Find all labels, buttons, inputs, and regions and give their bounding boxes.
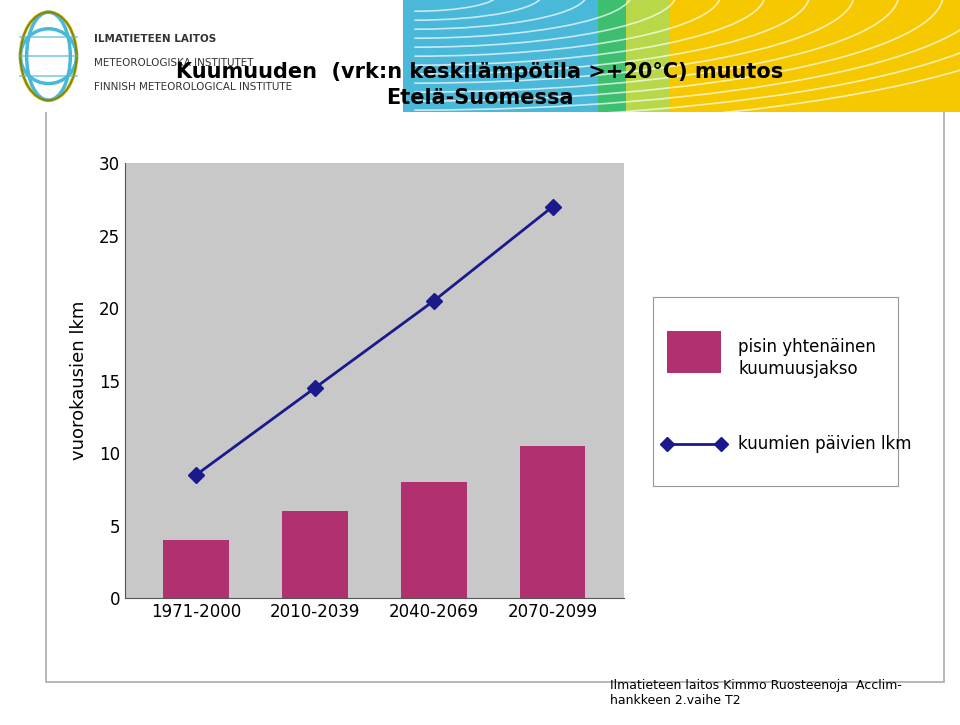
Text: pisin yhtenäinen: pisin yhtenäinen bbox=[738, 338, 876, 356]
Bar bbox=[163, 540, 228, 598]
Text: Etelä-Suomessa: Etelä-Suomessa bbox=[386, 88, 574, 109]
Bar bbox=[626, 0, 670, 112]
Bar bbox=[282, 511, 348, 598]
Text: Ilmatieteen laitos Kimmo Ruosteenoja  Acclim-
hankkeen 2.vaihe T2: Ilmatieteen laitos Kimmo Ruosteenoja Acc… bbox=[610, 679, 901, 707]
Y-axis label: vuorokausien lkm: vuorokausien lkm bbox=[70, 301, 87, 460]
Bar bbox=[401, 482, 467, 598]
Bar bbox=[598, 0, 642, 112]
Text: ILMATIETEEN LAITOS: ILMATIETEEN LAITOS bbox=[94, 34, 216, 44]
Text: METEOROLOGISKA INSTITUTET: METEOROLOGISKA INSTITUTET bbox=[94, 59, 253, 68]
Text: kuumuusjakso: kuumuusjakso bbox=[738, 360, 858, 378]
Bar bbox=[403, 0, 614, 112]
Text: FINNISH METEOROLOGICAL INSTITUTE: FINNISH METEOROLOGICAL INSTITUTE bbox=[94, 82, 292, 92]
Bar bbox=[667, 331, 721, 373]
Text: Kuumuuden  (vrk:n keskilämpötila >+20°C) muutos: Kuumuuden (vrk:n keskilämpötila >+20°C) … bbox=[177, 62, 783, 82]
Bar bbox=[520, 446, 586, 598]
Text: kuumien päivien lkm: kuumien päivien lkm bbox=[738, 435, 912, 453]
